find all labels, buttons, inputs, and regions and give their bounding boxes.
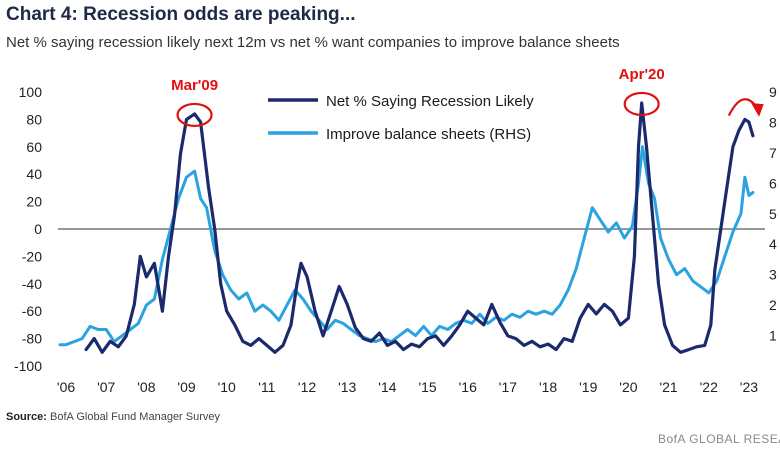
y-left-tick-label: 100 xyxy=(19,84,43,100)
x-axis: '06 '07 '08 '09 '10 '11 '12 '13 '14 '15 '16 '17 '18 '… xyxy=(57,379,758,395)
x-tick-label: '19 xyxy=(579,379,597,395)
x-tick-label: '11 xyxy=(258,379,275,395)
y-left-tick-label: 80 xyxy=(26,111,42,127)
trend-arrow-head-icon xyxy=(751,103,764,117)
trend-arrow-icon xyxy=(727,98,758,117)
y-left-tick-label: 60 xyxy=(26,139,42,155)
source-label: Source: xyxy=(6,411,47,423)
y-left-tick-label: -40 xyxy=(22,276,42,292)
y-left-tick-label: 40 xyxy=(26,166,42,182)
y-left-tick-label: 0 xyxy=(34,221,42,237)
legend: Net % Saying Recession Likely Improve ba… xyxy=(268,93,534,143)
x-tick-label: '12 xyxy=(298,379,316,395)
y-right-tick-label: 2 xyxy=(769,297,777,313)
annotation-mar09-circle xyxy=(176,102,213,128)
y-right-tick-label: 3 xyxy=(769,267,777,283)
y-left-tick-label: -60 xyxy=(22,303,42,319)
x-tick-label: '09 xyxy=(177,379,195,395)
chart-title: Chart 4: Recession odds are peaking... xyxy=(6,4,356,25)
x-tick-label: '13 xyxy=(338,379,356,395)
y-left-tick-label: 20 xyxy=(26,194,42,210)
y-right-tick-label: 4 xyxy=(769,236,777,252)
series-line-recession xyxy=(84,101,755,354)
x-tick-label: '15 xyxy=(418,379,436,395)
chart-subtitle: Net % saying recession likely next 12m v… xyxy=(6,34,620,51)
source-note: Source: BofA Global Fund Manager Survey xyxy=(6,411,220,423)
x-tick-label: '23 xyxy=(740,379,758,395)
source-text: BofA Global Fund Manager Survey xyxy=(50,411,221,423)
x-tick-label: '16 xyxy=(459,379,477,395)
y-right-tick-label: 9 xyxy=(769,84,777,100)
y-right-tick-label: 1 xyxy=(769,328,777,344)
y-axis-right: 9 8 7 6 5 4 3 2 1 xyxy=(769,84,777,344)
x-tick-label: '20 xyxy=(619,379,637,395)
legend-label-recession: Net % Saying Recession Likely xyxy=(326,93,534,110)
series-layer xyxy=(58,101,755,354)
x-tick-label: '10 xyxy=(218,379,236,395)
x-tick-label: '07 xyxy=(97,379,115,395)
annotations: Mar'09 Apr'20 xyxy=(171,66,764,128)
x-tick-label: '17 xyxy=(499,379,517,395)
annotation-apr20-label: Apr'20 xyxy=(619,66,665,83)
x-tick-label: '18 xyxy=(539,379,557,395)
legend-label-balance: Improve balance sheets (RHS) xyxy=(326,126,531,143)
y-right-tick-label: 7 xyxy=(769,145,777,161)
y-right-tick-label: 8 xyxy=(769,114,777,130)
y-left-tick-label: -20 xyxy=(22,248,42,264)
y-left-tick-label: -80 xyxy=(22,331,42,347)
x-tick-label: '06 xyxy=(57,379,75,395)
y-right-tick-label: 5 xyxy=(769,206,777,222)
x-tick-label: '08 xyxy=(137,379,155,395)
y-right-tick-label: 6 xyxy=(769,175,777,191)
x-tick-label: '22 xyxy=(700,379,718,395)
credit-label: BofA GLOBAL RESEARCH xyxy=(658,432,780,446)
x-tick-label: '14 xyxy=(378,379,396,395)
annotation-mar09-label: Mar'09 xyxy=(171,77,218,94)
y-axis-left: 100 80 60 40 20 0 -20 -40 -60 -80 -100 xyxy=(14,84,42,374)
annotation-apr20-circle xyxy=(623,91,660,117)
y-left-tick-label: -100 xyxy=(14,358,42,374)
x-tick-label: '21 xyxy=(659,379,677,395)
